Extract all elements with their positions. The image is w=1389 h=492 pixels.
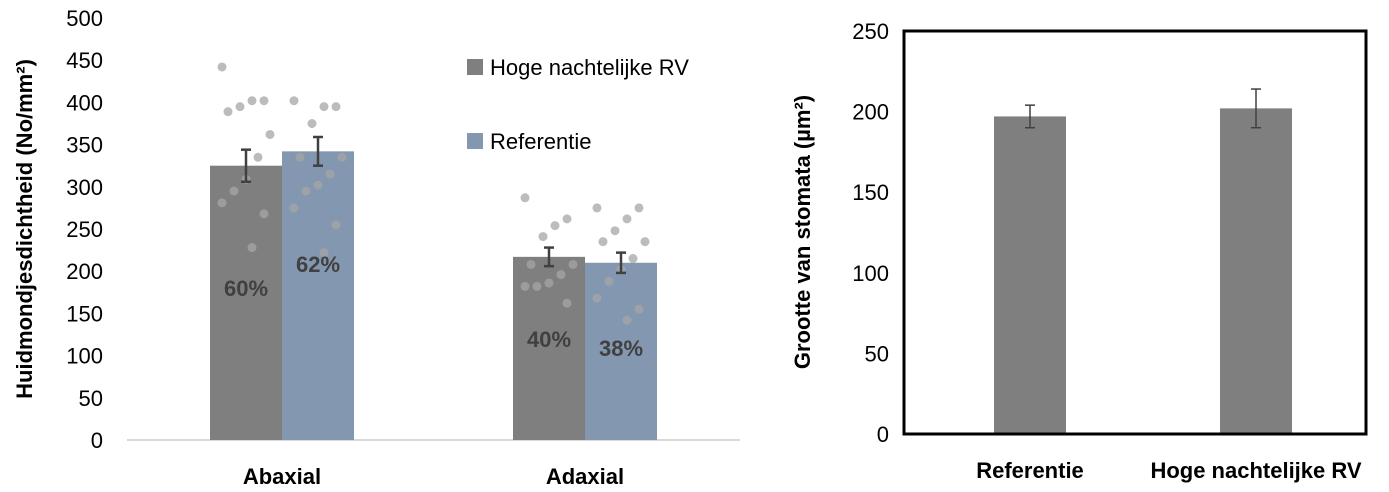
data-point	[217, 198, 227, 208]
y-axis-title: Grootte van stomata (µm²)	[790, 95, 815, 369]
y-tick-label: 0	[91, 428, 103, 453]
legend-label: Referentie	[490, 129, 592, 154]
data-point	[331, 102, 341, 112]
y-tick-label: 400	[66, 90, 103, 115]
data-point	[325, 169, 335, 179]
y-tick-label: 200	[66, 259, 103, 284]
data-point	[313, 180, 323, 190]
data-point	[295, 152, 305, 162]
y-tick-label: 250	[66, 217, 103, 242]
y-tick-label: 350	[66, 133, 103, 158]
data-point	[538, 232, 548, 242]
data-point	[265, 129, 275, 139]
y-tick-label: 100	[852, 261, 889, 286]
x-category-label: Hoge nachtelijke RV	[1150, 458, 1361, 483]
data-point	[556, 270, 566, 280]
y-tick-label: 250	[852, 19, 889, 44]
data-point	[259, 96, 269, 106]
data-point	[217, 62, 227, 72]
chart-1	[127, 59, 740, 441]
data-point	[562, 214, 572, 224]
data-point	[253, 152, 263, 162]
y-tick-label: 50	[865, 341, 889, 366]
data-point	[634, 203, 644, 213]
data-point	[628, 254, 638, 264]
x-category-label: Adaxial	[546, 464, 624, 489]
bar-data-label: 38%	[599, 336, 643, 361]
y-tick-label: 450	[66, 48, 103, 73]
bar	[210, 165, 282, 440]
data-point	[634, 304, 644, 314]
legend-swatch	[467, 59, 483, 75]
y-tick-label: 50	[79, 386, 103, 411]
data-point	[520, 281, 530, 291]
y-tick-label: 500	[66, 6, 103, 31]
x-category-label: Referentie	[976, 458, 1084, 483]
data-point	[235, 102, 245, 112]
bar	[1220, 108, 1292, 433]
y-tick-label: 150	[66, 301, 103, 326]
data-point	[331, 220, 341, 230]
data-point	[562, 298, 572, 308]
bar	[585, 262, 657, 440]
data-point	[640, 237, 650, 247]
data-point	[598, 237, 608, 247]
y-tick-label: 200	[852, 100, 889, 125]
data-point	[229, 186, 239, 196]
y-tick-label: 300	[66, 175, 103, 200]
data-point	[610, 226, 620, 236]
data-point	[319, 248, 329, 258]
bar-data-label: 60%	[224, 276, 268, 301]
data-point	[526, 259, 536, 269]
data-point	[520, 193, 530, 203]
data-point	[223, 107, 233, 117]
data-point	[550, 221, 560, 231]
data-point	[247, 243, 257, 253]
chart-2	[902, 29, 1368, 436]
data-point	[544, 278, 554, 288]
data-point	[289, 203, 299, 213]
bar-data-label: 62%	[296, 252, 340, 277]
data-point	[568, 259, 578, 269]
data-point	[622, 214, 632, 224]
data-point	[604, 276, 614, 286]
y-axis-title: Huidmondjesdichtheid (No/mm²)	[12, 59, 37, 399]
data-point	[592, 293, 602, 303]
y-tick-label: 100	[66, 344, 103, 369]
data-point	[319, 102, 329, 112]
x-category-label: Abaxial	[243, 464, 321, 489]
y-tick-label: 150	[852, 180, 889, 205]
legend-label: Hoge nachtelijke RV	[490, 55, 689, 80]
legend-swatch	[467, 133, 483, 149]
data-point	[247, 96, 257, 106]
data-point	[622, 315, 632, 325]
data-point	[259, 209, 269, 219]
bar-data-label: 40%	[527, 327, 571, 352]
data-point	[337, 152, 347, 162]
plot-frame	[902, 29, 1368, 436]
data-point	[307, 119, 317, 128]
data-point	[289, 96, 299, 106]
data-point	[532, 281, 542, 291]
data-point	[301, 186, 311, 196]
bar	[994, 116, 1066, 433]
bar	[282, 151, 354, 441]
y-tick-label: 0	[877, 422, 889, 447]
data-point	[592, 203, 602, 213]
